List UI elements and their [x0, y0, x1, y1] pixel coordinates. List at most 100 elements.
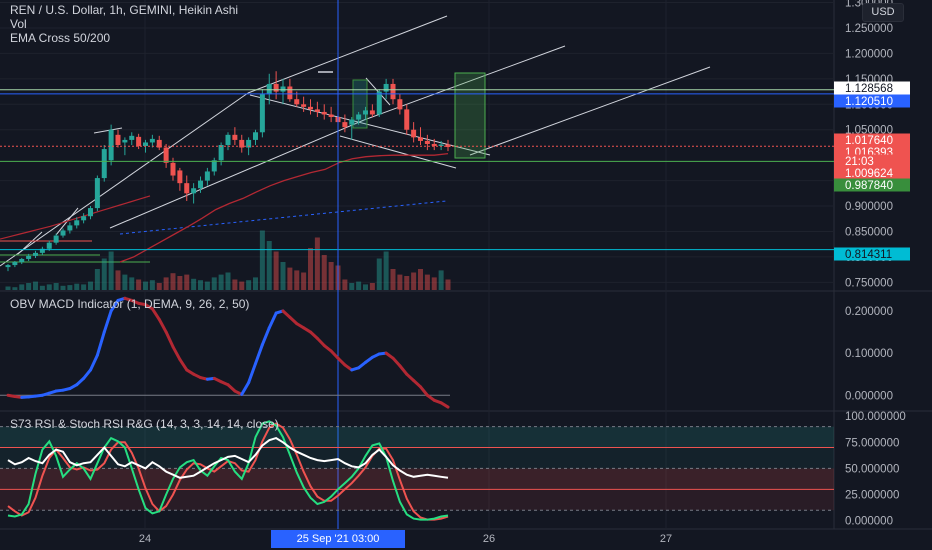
obv-segment: [412, 379, 422, 389]
rsi-y-tick-0: 100.000000: [845, 411, 906, 423]
candle-body: [81, 216, 87, 221]
obv-segment: [89, 353, 99, 372]
volume-bar: [218, 274, 224, 290]
rsi-overbought-band: [0, 426, 834, 448]
price-label-bg: [834, 94, 910, 108]
candle: [177, 167, 183, 191]
volume-bar: [67, 285, 73, 290]
candle: [383, 78, 389, 100]
obv-segment: [405, 372, 416, 382]
price-labels: 1.1285681.1205101.0176401.01639321:031.0…: [834, 81, 910, 261]
candle-body: [376, 91, 382, 115]
drawing-tools[interactable]: [0, 15, 711, 267]
obv-y-tick-0: 0.200000: [845, 306, 893, 318]
candle-body: [53, 235, 59, 243]
obv-segment: [309, 330, 319, 340]
candle-body: [46, 242, 52, 249]
candle-body: [280, 86, 286, 92]
obv-segment: [267, 311, 278, 330]
candle: [204, 167, 210, 186]
candle: [280, 78, 286, 105]
candle: [390, 78, 396, 105]
candlestick-series: [5, 71, 451, 272]
candle-body: [273, 83, 279, 92]
volume-bar: [204, 281, 210, 290]
x-tick-27: 27: [659, 533, 673, 545]
candle-body: [246, 139, 252, 148]
candle: [81, 213, 87, 224]
candle-body: [266, 83, 272, 95]
price-label: 1.017640: [834, 133, 910, 147]
ema-50-line: [119, 152, 449, 263]
volume-bar: [94, 269, 100, 290]
candle-body: [191, 188, 197, 194]
volume-bar: [39, 285, 45, 290]
green-box-1: [352, 79, 368, 129]
candle-body: [232, 134, 238, 140]
candle-body: [328, 114, 334, 118]
candle-body: [294, 99, 300, 105]
candle-body: [342, 122, 348, 128]
volume-bar: [177, 276, 183, 290]
volume-bar: [19, 284, 25, 290]
horizontal-levels[interactable]: [0, 0, 834, 529]
volume-bar: [170, 273, 176, 290]
symbol-title: REN / U.S. Dollar, 1h, GEMINI, Heikin As…: [10, 3, 239, 17]
candle-body: [287, 86, 293, 100]
rsi-y-tick-3: 25.000000: [845, 490, 899, 502]
price-label: 1.128568: [834, 81, 910, 95]
candle-body: [308, 106, 313, 110]
obv-segment: [240, 381, 251, 396]
channel-third-line: [469, 66, 711, 156]
volume-bar: [101, 258, 107, 290]
price-label-text: 21:03: [845, 156, 874, 168]
candle-body: [211, 160, 217, 172]
price-label-text: 1.009624: [845, 168, 894, 180]
volume-bar: [198, 280, 203, 290]
volume-bar: [342, 279, 348, 290]
obv-segment: [247, 362, 257, 385]
currency-button[interactable]: USD: [862, 3, 904, 22]
rsi-line: [7, 437, 449, 479]
volume-bar: [33, 281, 38, 290]
channel-upper-ext-line: [247, 15, 448, 94]
volume-bar: [431, 277, 437, 290]
obv-segment: [391, 356, 402, 368]
obv-segment: [398, 364, 409, 376]
candle-body: [88, 208, 93, 217]
candle: [53, 233, 59, 245]
volume-bar: [53, 283, 59, 290]
volume-bar: [26, 283, 32, 290]
obv-segment: [336, 356, 347, 367]
candle: [74, 217, 80, 229]
candle-body: [163, 147, 169, 163]
candle: [60, 228, 66, 238]
volume-bar: [156, 283, 162, 290]
candle-body: [397, 99, 403, 110]
candle: [273, 71, 279, 100]
candle-body: [314, 109, 320, 112]
candle: [156, 135, 162, 151]
obv-segment: [82, 368, 92, 380]
obv-macd-pane: [0, 296, 450, 409]
obv-segment: [254, 343, 264, 366]
price-label-bg: [834, 154, 910, 168]
candle: [438, 140, 444, 151]
candle: [163, 143, 169, 168]
candle: [94, 175, 100, 212]
candle: [101, 145, 107, 182]
obv-segment: [260, 326, 271, 347]
candle-body: [225, 134, 231, 145]
volume-bar: [191, 278, 197, 290]
obv-segment: [281, 309, 292, 319]
candle-body: [5, 265, 11, 268]
volume-bar: [404, 276, 410, 290]
volume-bar: [308, 248, 313, 290]
candle-body: [170, 162, 176, 176]
volume-bar: [259, 230, 265, 290]
candle-body: [431, 143, 437, 147]
obv-segment: [288, 315, 299, 326]
obv-segment: [439, 401, 450, 409]
price-label-text: 1.120510: [845, 96, 893, 108]
